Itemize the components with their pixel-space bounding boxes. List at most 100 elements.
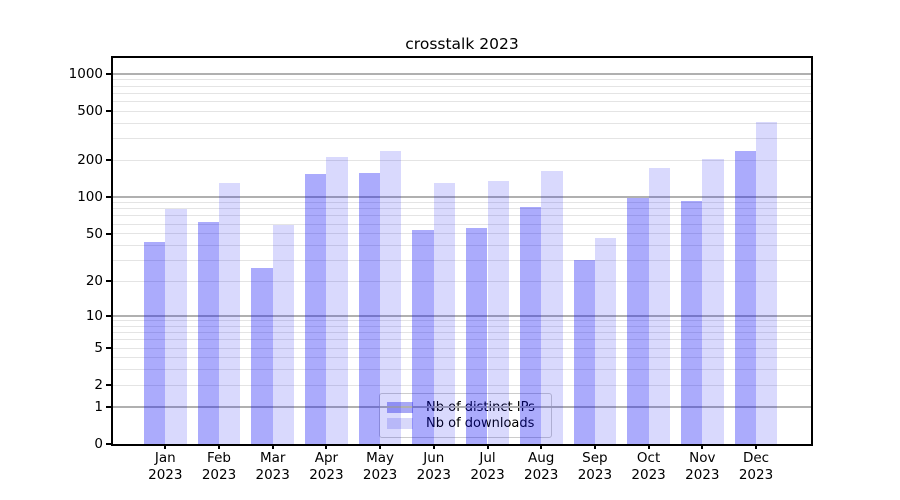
y-tick-label: 200 [77, 152, 103, 169]
bar-ips-aug [519, 206, 542, 444]
bar-downloads-mar [272, 224, 295, 444]
legend-item-downloads: Nb of downloads [387, 416, 543, 431]
x-tick-month: Dec [742, 450, 770, 466]
x-tick-label: Apr 2023 [294, 450, 358, 484]
x-tick-month: Apr [314, 450, 339, 466]
x-tick-label: Feb 2023 [187, 450, 251, 484]
bar-downloads-jun [433, 183, 456, 444]
x-tick-month: Mar [259, 450, 286, 466]
x-tick-label: Sep 2023 [563, 450, 627, 484]
x-tick-month: Jan [154, 450, 176, 466]
y-tick-mark [106, 280, 111, 283]
bar-ips-feb [197, 222, 219, 444]
y-tick-label: 1000 [68, 66, 103, 83]
x-tick-label: Aug 2023 [509, 450, 573, 484]
x-tick-mark [593, 444, 596, 449]
y-tick-label: 500 [77, 103, 103, 120]
bar-ips-apr [305, 173, 327, 444]
x-tick-month: Jul [479, 450, 496, 466]
y-tick-mark [106, 196, 111, 199]
x-tick-year: 2023 [524, 467, 559, 483]
legend-swatch-downloads [387, 418, 413, 430]
grid-line-minor [113, 101, 811, 103]
bar-ips-sep [573, 260, 595, 444]
x-tick-year: 2023 [631, 467, 666, 483]
legend-label-downloads: Nb of downloads [426, 416, 535, 432]
bar-downloads-nov [702, 158, 724, 444]
bar-downloads-sep [594, 238, 617, 444]
x-tick-year: 2023 [201, 467, 237, 483]
x-tick-label: Jan 2023 [133, 450, 197, 484]
x-tick-month: May [366, 450, 395, 466]
bar-downloads-jul [487, 180, 509, 444]
y-tick-label: 1 [94, 398, 103, 415]
x-tick-mark [432, 444, 435, 449]
y-tick-label: 2 [94, 377, 103, 394]
x-tick-year: 2023 [738, 467, 774, 483]
x-tick-mark [755, 444, 757, 449]
grid-line-minor [113, 122, 811, 124]
bar-downloads-feb [219, 183, 241, 444]
x-tick-label: Mar 2023 [241, 450, 305, 484]
x-tick-year: 2023 [577, 467, 613, 483]
chart-title: crosstalk 2023 [405, 35, 519, 53]
x-tick-label: May 2023 [348, 450, 412, 484]
y-tick-mark [106, 232, 111, 235]
x-tick-mark [647, 444, 650, 449]
x-tick-label: Jul 2023 [456, 450, 520, 484]
plot-area: Nb of distinct IPs Nb of downloads [111, 56, 813, 446]
y-tick-label: 5 [94, 340, 103, 357]
bar-ips-jan [143, 241, 166, 444]
bar-downloads-may [380, 151, 402, 444]
y-tick-label: 50 [85, 225, 103, 242]
x-tick-year: 2023 [685, 467, 720, 483]
grid-line-minor [113, 110, 811, 112]
x-tick-label: Dec 2023 [724, 450, 788, 484]
y-tick-label: 0 [94, 436, 103, 452]
bar-ips-dec [734, 150, 756, 444]
x-tick-month: Aug [528, 450, 555, 466]
y-tick-label: 20 [85, 273, 103, 290]
y-tick-mark [106, 347, 111, 350]
x-tick-label: Nov 2023 [670, 450, 734, 484]
bar-ips-oct [627, 198, 649, 444]
bar-ips-jun [412, 229, 434, 444]
x-tick-year: 2023 [309, 467, 344, 483]
bar-downloads-apr [326, 156, 348, 444]
x-tick-year: 2023 [416, 467, 451, 483]
x-tick-mark [379, 444, 382, 449]
x-tick-month: Jun [423, 450, 445, 466]
x-tick-mark [271, 444, 274, 449]
bar-downloads-oct [648, 168, 670, 444]
x-tick-month: Oct [636, 450, 661, 466]
x-tick-label: Jun 2023 [402, 450, 466, 484]
x-tick-mark [218, 444, 220, 449]
y-tick-label: 100 [77, 189, 103, 206]
bar-downloads-aug [541, 170, 563, 444]
bar-ips-nov [680, 200, 703, 444]
y-tick-mark [106, 110, 111, 113]
y-tick-mark [106, 314, 111, 317]
grid-line-minor [113, 92, 811, 94]
x-tick-mark [540, 444, 543, 449]
bar-ips-mar [251, 267, 273, 444]
grid-line-minor [113, 85, 811, 87]
x-tick-year: 2023 [470, 467, 505, 483]
x-tick-year: 2023 [255, 467, 290, 483]
bar-downloads-dec [756, 122, 778, 444]
grid-line-minor [113, 138, 811, 140]
grid-line-minor [113, 79, 811, 81]
x-tick-mark [701, 444, 704, 449]
y-tick-mark [106, 405, 111, 408]
x-tick-label: Oct 2023 [617, 450, 681, 484]
grid-line-major [113, 73, 811, 76]
x-tick-month: Feb [207, 450, 231, 466]
x-tick-mark [325, 444, 328, 449]
x-tick-year: 2023 [362, 467, 398, 483]
y-tick-mark [106, 384, 111, 387]
bar-downloads-jan [165, 208, 187, 444]
x-tick-month: Nov [689, 450, 716, 466]
bar-ips-may [358, 173, 381, 444]
x-tick-year: 2023 [148, 467, 183, 483]
